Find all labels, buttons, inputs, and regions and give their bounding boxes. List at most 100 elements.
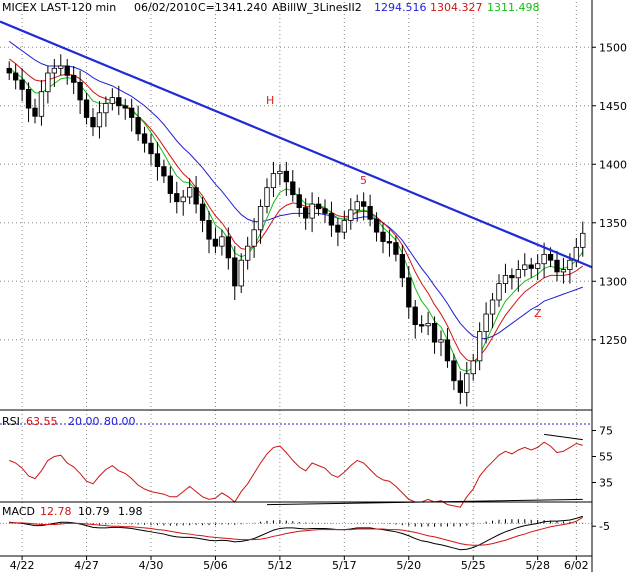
macd-signal-line <box>9 516 584 546</box>
candle-body <box>51 67 57 74</box>
overlay-lines <box>8 40 584 372</box>
macd-label: MACD <box>2 505 35 518</box>
candle-body <box>116 97 122 107</box>
candle-body <box>393 242 399 255</box>
trendline <box>0 20 593 269</box>
candle-body <box>96 112 103 128</box>
candle-body <box>257 205 264 231</box>
macd-line <box>9 515 583 551</box>
candle-body <box>232 257 238 287</box>
candle-body <box>431 323 438 343</box>
line1-value: 1294.516 <box>374 1 427 14</box>
x-tick-label: 4/30 <box>139 559 164 572</box>
candle-body <box>148 142 154 155</box>
x-tick-label: 5/06 <box>203 559 228 572</box>
annotation-h: H <box>266 94 274 107</box>
candle-body <box>109 97 115 104</box>
candle-body <box>386 241 393 244</box>
candle-body <box>199 203 206 221</box>
resistance-trendline <box>0 20 593 269</box>
rsi-tick-label: 75 <box>599 425 613 438</box>
rsi-level-high: 80.00 <box>104 415 136 428</box>
rsi-label: RSI <box>2 415 20 428</box>
line2-value: 1304.327 <box>430 1 483 14</box>
candle-body <box>425 323 431 327</box>
candle-body <box>573 246 579 261</box>
candle-body <box>541 253 547 265</box>
grid <box>0 2 592 552</box>
candle-body <box>45 72 51 93</box>
candle-body <box>13 72 19 81</box>
x-tick-label: 6/02 <box>564 559 589 572</box>
x-tick-label: 5/28 <box>525 559 550 572</box>
candle-body <box>277 170 283 175</box>
date-label: 06/02/2010 <box>134 1 198 14</box>
candle-body <box>399 253 405 279</box>
candle-body <box>77 81 83 101</box>
macd-panel <box>0 515 592 551</box>
candle-body <box>270 173 277 189</box>
y-tick-label: 1250 <box>599 334 627 347</box>
candle-body <box>193 187 199 205</box>
macd-value: 12.78 <box>40 505 72 518</box>
candle-body <box>412 306 418 325</box>
rsi-value: 63.55 <box>26 415 58 428</box>
symbol-label: MICEX LAST-120 min <box>2 1 117 14</box>
y-tick-label: 1300 <box>599 275 627 288</box>
candle-body <box>161 166 167 177</box>
candle-body <box>245 245 251 261</box>
candle-body <box>315 203 322 210</box>
candle-body <box>444 339 451 362</box>
candle-body <box>515 269 521 279</box>
y-tick-label: 1450 <box>599 100 627 113</box>
candle-body <box>6 67 12 74</box>
rsi-tick-label: 35 <box>599 477 613 490</box>
y-tick-label: 1350 <box>599 217 627 230</box>
candles <box>6 54 586 407</box>
annotation-5: 5 <box>360 174 367 187</box>
candle-body <box>502 275 509 285</box>
candle-body <box>187 187 193 198</box>
macd-hist-value: 1.98 <box>118 505 143 518</box>
candle-body <box>83 99 90 118</box>
candle-body <box>567 259 573 270</box>
candle-body <box>32 107 38 117</box>
candle-body <box>38 91 45 117</box>
candle-body <box>135 117 141 135</box>
candle-body <box>535 263 541 269</box>
candle-body <box>373 218 380 233</box>
candle-body <box>154 153 161 168</box>
line3-value: 1311.498 <box>487 1 540 14</box>
candle-body <box>406 277 412 308</box>
candle-body <box>212 238 219 247</box>
candle-body <box>496 283 502 301</box>
candle-body <box>477 331 483 362</box>
candle-body <box>238 259 244 287</box>
candle-body <box>122 105 128 109</box>
x-tick-label: 5/25 <box>461 559 486 572</box>
candle-body <box>251 229 257 247</box>
candle-body <box>348 209 354 221</box>
candle-body <box>25 88 32 109</box>
candle-body <box>547 253 554 261</box>
rsi-trendline-top <box>544 433 583 441</box>
candle-body <box>129 107 135 118</box>
y-tick-label: 1400 <box>599 158 627 171</box>
candle-body <box>206 220 212 240</box>
candle-body <box>354 201 360 211</box>
candle-body <box>58 65 64 69</box>
candle-body <box>264 187 270 207</box>
candle-body <box>419 324 425 327</box>
candle-body <box>174 193 180 203</box>
candle-body <box>296 194 302 208</box>
candle-body <box>309 203 315 219</box>
candle-body <box>71 74 77 83</box>
y-tick-label: 1500 <box>599 41 627 54</box>
candle-body <box>283 170 289 183</box>
candle-body <box>225 236 231 259</box>
candle-body <box>335 224 341 233</box>
candle-body <box>554 259 560 273</box>
